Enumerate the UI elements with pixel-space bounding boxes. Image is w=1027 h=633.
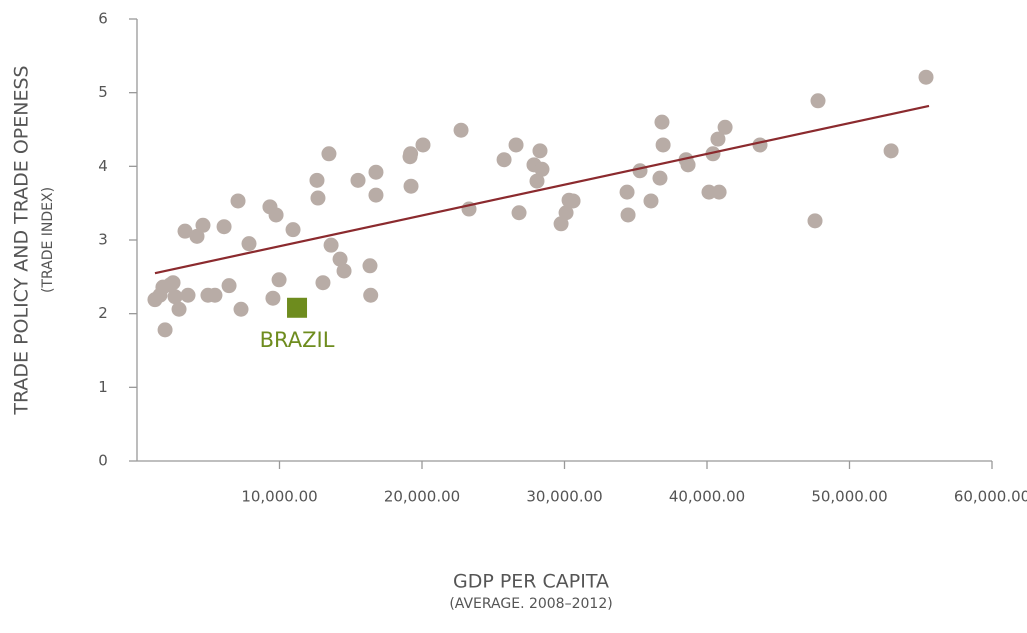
point (368, 164, 384, 180)
point (403, 146, 419, 162)
x-axis-title: GDP PER CAPITA (453, 571, 609, 593)
point (368, 187, 384, 203)
point (511, 205, 527, 221)
point (230, 193, 246, 209)
point (167, 289, 183, 305)
point (620, 207, 636, 223)
point (233, 301, 249, 317)
point (165, 275, 181, 291)
point (529, 173, 545, 189)
point (180, 287, 196, 303)
point (157, 322, 173, 338)
highlight-point (287, 297, 308, 318)
point (171, 301, 187, 317)
y-tick-label: 5 (98, 83, 108, 101)
point (711, 184, 727, 200)
point (752, 137, 768, 153)
point (883, 143, 899, 159)
y-axis-title: TRADE POLICY AND TRADE OPENESS (11, 65, 33, 415)
point (453, 122, 469, 138)
point (807, 213, 823, 229)
point (350, 172, 366, 188)
x-tick-label: 50,000.00 (811, 488, 887, 506)
y-tick-label: 0 (98, 452, 108, 470)
point (565, 193, 581, 209)
point (336, 263, 352, 279)
y-tick-label: 1 (98, 378, 108, 396)
point (508, 137, 524, 153)
highlight-label: BRAZIL (260, 328, 335, 352)
trend-line (154, 104, 930, 275)
y-axis-subtitle: (TRADE INDEX) (40, 187, 56, 293)
point (323, 237, 339, 253)
point (189, 228, 205, 244)
point (207, 287, 223, 303)
point (717, 119, 733, 135)
x-tick-label: 60,000.00 (954, 488, 1027, 506)
point (710, 131, 726, 147)
point (177, 223, 193, 239)
x-tick-label: 10,000.00 (241, 488, 317, 506)
point (652, 170, 668, 186)
point (415, 137, 431, 153)
point (643, 193, 659, 209)
point (221, 278, 237, 294)
y-tick-label: 6 (98, 10, 108, 28)
point (216, 219, 232, 235)
point (810, 93, 826, 109)
point (321, 146, 337, 162)
point (705, 146, 721, 162)
point (362, 258, 378, 274)
point (680, 157, 696, 173)
point (655, 137, 671, 153)
point (403, 178, 419, 194)
point (268, 207, 284, 223)
x-tick-label: 40,000.00 (669, 488, 745, 506)
point (195, 217, 211, 233)
y-tick-label: 3 (98, 231, 108, 249)
point (558, 205, 574, 221)
point (285, 222, 301, 238)
point (632, 163, 648, 179)
point (619, 184, 635, 200)
point (271, 272, 287, 288)
point (534, 161, 550, 177)
point (363, 287, 379, 303)
point (309, 172, 325, 188)
y-tick-label: 4 (98, 157, 108, 175)
x-tick-label: 30,000.00 (526, 488, 602, 506)
x-tick-label: 20,000.00 (384, 488, 460, 506)
point (265, 290, 281, 306)
point (532, 143, 548, 159)
x-axis-subtitle: (AVERAGE. 2008–2012) (449, 596, 612, 612)
y-tick-label: 2 (98, 304, 108, 322)
point (241, 236, 257, 252)
point (315, 275, 331, 291)
point (496, 152, 512, 168)
point (310, 190, 326, 206)
point (332, 251, 348, 267)
point (654, 114, 670, 130)
point (918, 69, 934, 85)
